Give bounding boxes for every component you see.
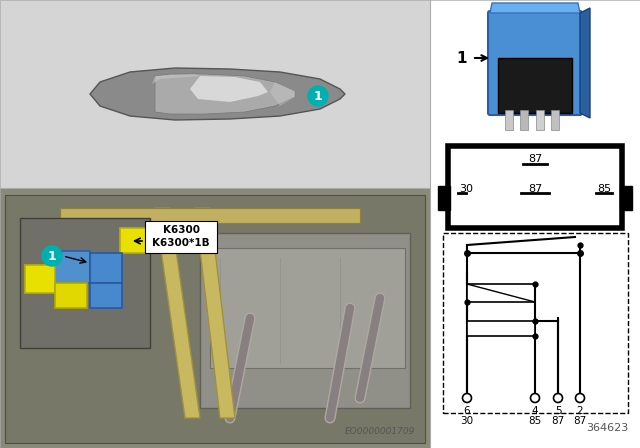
FancyBboxPatch shape [145, 221, 217, 253]
Bar [438, 186, 450, 210]
Text: 87: 87 [528, 184, 542, 194]
Polygon shape [270, 82, 295, 106]
Polygon shape [195, 208, 235, 418]
Circle shape [575, 393, 584, 402]
Text: 87: 87 [573, 416, 587, 426]
Text: K6300*1B: K6300*1B [152, 238, 210, 248]
Bar [498, 58, 572, 113]
Bar [200, 233, 410, 408]
Polygon shape [152, 74, 200, 84]
Text: 2: 2 [577, 406, 583, 416]
Text: 85: 85 [597, 184, 611, 194]
Text: 4: 4 [532, 406, 538, 416]
Text: 87: 87 [528, 154, 542, 164]
Bar [210, 248, 405, 368]
Polygon shape [90, 68, 345, 120]
Bar [20, 218, 150, 348]
Bar [430, 0, 640, 448]
Circle shape [531, 393, 540, 402]
Bar [55, 283, 87, 308]
Bar [448, 146, 622, 228]
Bar [536, 110, 544, 130]
Circle shape [463, 393, 472, 402]
Bar [467, 284, 535, 302]
Bar [5, 195, 425, 443]
Bar [520, 110, 528, 130]
Polygon shape [580, 8, 590, 118]
Text: 5: 5 [555, 406, 561, 416]
Text: 1: 1 [456, 51, 467, 65]
Bar [120, 228, 148, 253]
FancyBboxPatch shape [488, 11, 582, 115]
Circle shape [554, 393, 563, 402]
Polygon shape [190, 76, 268, 102]
Text: 85: 85 [529, 416, 541, 426]
Bar [25, 265, 55, 293]
Bar [620, 186, 632, 210]
Text: K6300: K6300 [163, 225, 200, 235]
Text: 1: 1 [314, 90, 323, 103]
Polygon shape [490, 3, 580, 13]
Polygon shape [155, 208, 200, 418]
Bar [505, 110, 513, 130]
Bar [467, 320, 535, 336]
Bar [55, 251, 90, 283]
Text: 1: 1 [47, 250, 56, 263]
Bar [443, 233, 628, 413]
Circle shape [308, 86, 328, 106]
Bar [90, 283, 122, 308]
Text: EO0000001709: EO0000001709 [344, 427, 415, 436]
Text: 6: 6 [464, 406, 470, 416]
Text: 30: 30 [460, 416, 474, 426]
Polygon shape [155, 74, 295, 114]
Text: 30: 30 [459, 184, 473, 194]
Bar [551, 110, 559, 130]
Bar [0, 0, 430, 188]
Text: 364623: 364623 [586, 423, 628, 433]
Circle shape [42, 246, 62, 266]
Bar [0, 188, 430, 448]
Text: 87: 87 [552, 416, 564, 426]
Bar [90, 253, 122, 283]
Bar [60, 208, 360, 223]
